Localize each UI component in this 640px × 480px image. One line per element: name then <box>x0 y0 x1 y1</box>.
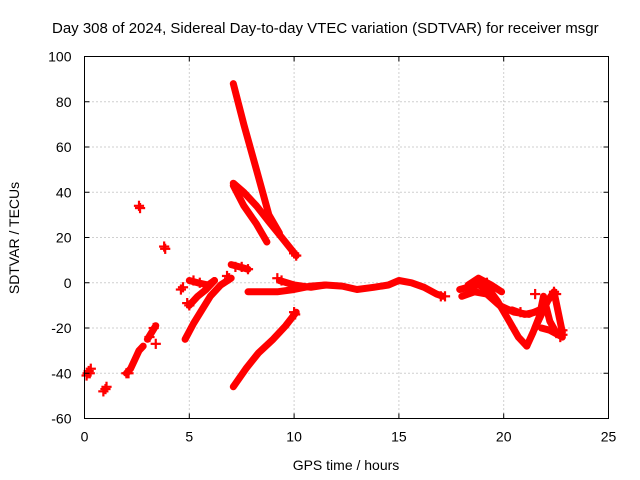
y-tick-label: -20 <box>51 320 71 336</box>
y-tick-label: 20 <box>56 230 72 246</box>
y-tick-label: 80 <box>56 94 72 110</box>
series-late-e <box>531 288 566 336</box>
data-point-marker <box>242 264 254 275</box>
data-point-marker <box>160 243 171 254</box>
data-point-marker <box>276 275 287 286</box>
data-point-marker <box>236 261 247 273</box>
x-tick-label: 15 <box>391 429 407 445</box>
data-point-marker <box>148 322 159 334</box>
y-tick-label: 60 <box>56 139 72 155</box>
x-tick-label: 20 <box>496 429 512 445</box>
y-tick-label: -40 <box>51 365 71 381</box>
series-early-rise <box>181 274 235 343</box>
series-main-band <box>244 277 447 300</box>
data-point-marker <box>439 291 451 302</box>
data-point-marker <box>123 368 134 379</box>
y-tick-label: 40 <box>56 184 72 200</box>
y-tick-label: 0 <box>64 275 72 291</box>
data-point-marker <box>515 307 526 318</box>
data-point-marker <box>184 300 195 311</box>
x-tick-label: 5 <box>185 429 193 445</box>
data-point-marker <box>555 331 566 343</box>
data-point-marker <box>134 202 146 214</box>
data-point-marker <box>101 381 112 392</box>
series-late-c <box>464 274 506 296</box>
data-point-marker <box>224 273 235 284</box>
data-point-marker <box>550 288 562 300</box>
x-tick-label: 25 <box>601 429 617 445</box>
data-layer <box>81 80 568 397</box>
y-tick-label: -60 <box>51 411 71 427</box>
x-axis-label: GPS time / hours <box>293 457 400 473</box>
data-point-marker <box>144 331 155 343</box>
y-tick-label: 100 <box>48 49 72 65</box>
x-tick-label: 10 <box>286 429 302 445</box>
x-tick-label: 0 <box>81 429 89 445</box>
data-point-marker <box>481 277 493 288</box>
series-arc-b <box>229 179 300 260</box>
series-arc-c <box>229 182 271 246</box>
chart-title: Day 308 of 2024, Sidereal Day-to-day VTE… <box>52 20 599 37</box>
data-point-marker <box>150 338 161 349</box>
data-point-marker <box>177 282 189 293</box>
data-point-marker <box>194 277 205 288</box>
data-point-marker <box>530 288 541 300</box>
y-axis-label: SDTVAR / TECUs <box>6 182 22 294</box>
data-point-marker <box>290 309 301 320</box>
series-arc-d <box>229 308 300 391</box>
grid <box>84 56 609 419</box>
data-point-marker <box>188 275 199 286</box>
data-point-marker <box>291 250 302 261</box>
series-band-b <box>275 277 329 291</box>
ticks: 0 5 10 15 20 25 -60 -40 -20 0 20 40 60 80 100 <box>48 49 616 445</box>
